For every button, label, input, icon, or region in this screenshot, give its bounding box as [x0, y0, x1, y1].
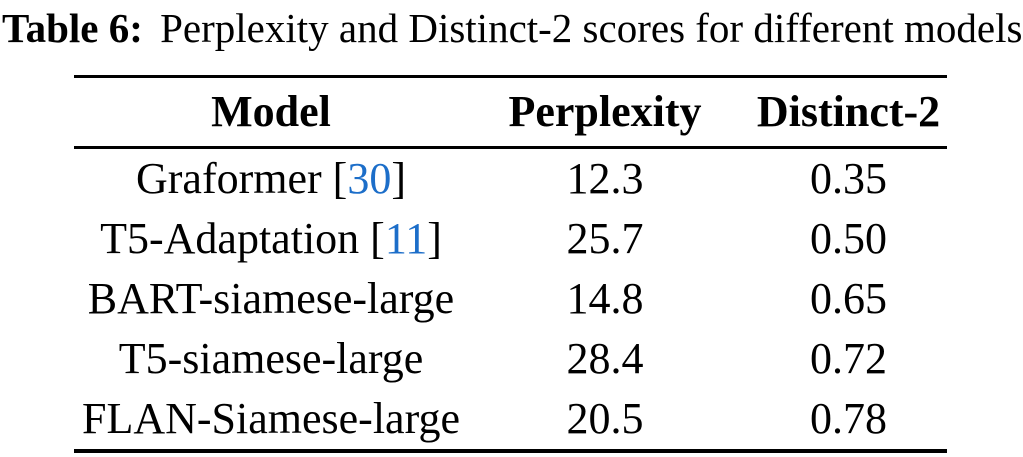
cell-distinct2: 0.78: [810, 394, 887, 443]
bracket-close: ]: [427, 214, 442, 263]
model-name: T5-siamese-large: [118, 334, 424, 383]
cell-distinct2: 0.50: [810, 214, 887, 263]
model-name: Graformer: [136, 154, 322, 203]
column-header-perplexity: Perplexity: [508, 87, 702, 136]
cell-perplexity: 28.4: [566, 334, 644, 383]
table-caption: Table 6: Perplexity and Distinct-2 scores…: [2, 3, 1023, 53]
table-row: FLAN-Siamese-large 20.5 0.78: [74, 389, 947, 449]
citation-link[interactable]: 11: [384, 214, 428, 263]
cell-model: BART-siamese-large: [74, 277, 490, 321]
model-name: BART-siamese-large: [87, 274, 455, 323]
cell-distinct2: 0.35: [810, 154, 887, 203]
table-header-row: Model Perplexity Distinct-2: [74, 78, 947, 149]
cell-perplexity: 20.5: [566, 394, 644, 443]
cell-distinct2: 0.65: [810, 274, 887, 323]
column-header-distinct2: Distinct-2: [756, 87, 941, 136]
bracket-open: [: [321, 154, 348, 203]
model-name: FLAN-Siamese-large: [82, 394, 460, 443]
cell-distinct2: 0.72: [810, 334, 887, 383]
table-row: T5-Adaptation [11] 25.7 0.50: [74, 209, 947, 269]
cell-model: T5-Adaptation [11]: [74, 217, 490, 261]
citation-link[interactable]: 30: [347, 154, 392, 203]
bracket-open: [: [359, 214, 385, 263]
cell-model: T5-siamese-large: [74, 337, 490, 381]
caption-label: Table 6:: [2, 5, 143, 51]
cell-perplexity: 14.8: [566, 274, 644, 323]
table-row: T5-siamese-large 28.4 0.72: [74, 329, 947, 389]
table-row: BART-siamese-large 14.8 0.65: [74, 269, 947, 329]
bracket-close: ]: [391, 154, 406, 203]
cell-perplexity: 25.7: [566, 214, 644, 263]
cell-model: FLAN-Siamese-large: [74, 397, 490, 441]
model-name: T5-Adaptation: [100, 214, 360, 263]
cell-perplexity: 12.3: [566, 154, 644, 203]
table-row: Graformer [30] 12.3 0.35: [74, 149, 947, 209]
caption-text: Perplexity and Distinct-2 scores for dif…: [160, 5, 1023, 51]
column-header-model: Model: [211, 87, 331, 136]
cell-model: Graformer [30]: [74, 157, 490, 201]
results-table: Model Perplexity Distinct-2 Graformer [3…: [74, 75, 947, 453]
